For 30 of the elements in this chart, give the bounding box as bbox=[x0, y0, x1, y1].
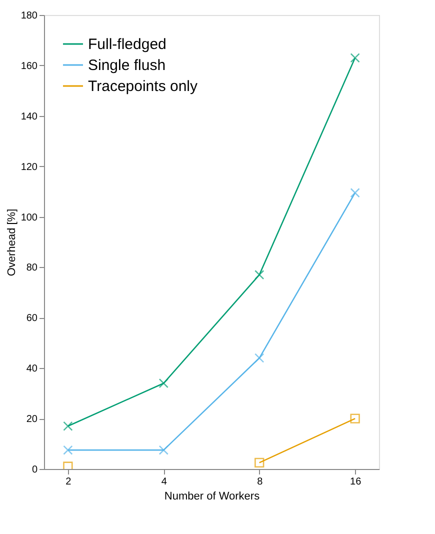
point bbox=[254, 270, 264, 280]
point bbox=[254, 353, 264, 363]
y-tick-label: 80 bbox=[26, 262, 38, 274]
y-tick-label: 100 bbox=[20, 212, 38, 224]
y-tick-label: 140 bbox=[20, 111, 38, 122]
x-tick-label: 4 bbox=[161, 476, 168, 488]
point bbox=[350, 414, 360, 424]
point bbox=[350, 53, 360, 63]
point bbox=[350, 188, 360, 198]
y-tick-label: 0 bbox=[32, 464, 38, 476]
y-axis-title: Overhead [%] bbox=[6, 208, 18, 276]
legend-label: Tracepoints only bbox=[88, 78, 198, 95]
y-tick-label: 40 bbox=[26, 364, 38, 375]
point bbox=[63, 445, 73, 455]
point bbox=[158, 378, 168, 388]
y-tick-label: 180 bbox=[20, 10, 38, 22]
point bbox=[63, 421, 73, 431]
point bbox=[254, 458, 264, 468]
x-axis-title: Number of Workers bbox=[164, 490, 260, 502]
y-tick-label: 160 bbox=[20, 60, 38, 72]
y-tick-label: 20 bbox=[26, 414, 38, 426]
y-tick-label: 120 bbox=[20, 162, 38, 173]
point bbox=[158, 445, 168, 455]
x-tick-label: 16 bbox=[350, 476, 362, 488]
legend-label: Full-fledged bbox=[88, 36, 166, 53]
legend-label: Single flush bbox=[88, 57, 166, 74]
point bbox=[63, 462, 73, 469]
y-tick-label: 60 bbox=[26, 313, 38, 324]
x-tick-label: 2 bbox=[66, 476, 72, 488]
x-tick-label: 8 bbox=[257, 476, 264, 488]
